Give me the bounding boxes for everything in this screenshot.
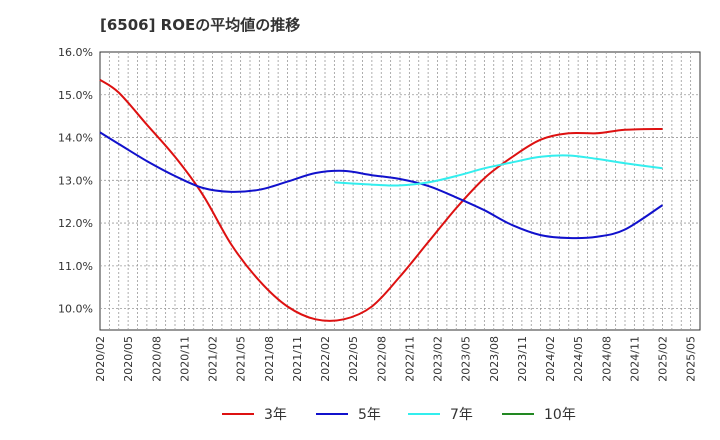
y-tick-label: 10.0% (58, 303, 93, 316)
y-axis-ticks: 10.0% 11.0% 12.0% 13.0% 14.0% 15.0% 16.0% (58, 46, 93, 316)
legend: 3年 5年 7年 10年 (222, 407, 576, 423)
x-tick-label: 2023/05 (460, 336, 473, 382)
x-tick-label: 2020/05 (122, 336, 135, 382)
y-tick-label: 11.0% (58, 260, 93, 273)
x-tick-label: 2023/08 (488, 336, 501, 382)
legend-label: 7年 (450, 407, 473, 423)
x-tick-label: 2021/02 (207, 336, 220, 382)
x-tick-label: 2022/05 (347, 336, 360, 382)
series-3yr-line (99, 78, 663, 322)
x-tick-label: 2024/08 (600, 336, 613, 382)
x-tick-label: 2024/02 (544, 336, 557, 382)
x-tick-label: 2023/02 (432, 336, 445, 382)
series-7yr-line (334, 154, 663, 187)
x-axis-ticks: 2020/02 2020/05 2020/08 2020/11 2021/02 2021/… (94, 336, 698, 382)
x-tick-label: 2022/11 (403, 336, 416, 382)
x-tick-label: 2021/05 (235, 336, 248, 382)
x-tick-label: 2020/02 (94, 336, 107, 382)
y-tick-label: 13.0% (58, 174, 93, 187)
legend-label: 5年 (358, 407, 381, 423)
x-tick-label: 2020/08 (150, 336, 163, 382)
y-tick-label: 14.0% (58, 132, 93, 145)
x-tick-label: 2025/02 (657, 336, 670, 382)
grid-horizontal (100, 94, 700, 310)
x-tick-label: 2023/11 (516, 336, 529, 382)
series-lines (99, 78, 664, 322)
x-tick-label: 2022/08 (375, 336, 388, 382)
x-tick-label: 2025/05 (685, 336, 698, 382)
x-tick-label: 2022/02 (319, 336, 332, 382)
x-tick-label: 2020/11 (178, 336, 191, 382)
legend-label: 3年 (264, 407, 287, 423)
chart-title: [6506] ROEの平均値の推移 (100, 16, 300, 34)
x-tick-label: 2021/08 (263, 336, 276, 382)
series-5yr-line (99, 131, 664, 240)
x-tick-label: 2024/11 (628, 336, 641, 382)
x-tick-label: 2024/05 (572, 336, 585, 382)
y-tick-label: 16.0% (58, 46, 93, 59)
y-tick-label: 15.0% (58, 89, 93, 102)
legend-label: 10年 (544, 407, 576, 423)
y-tick-label: 12.0% (58, 217, 93, 230)
x-tick-label: 2021/11 (291, 336, 304, 382)
